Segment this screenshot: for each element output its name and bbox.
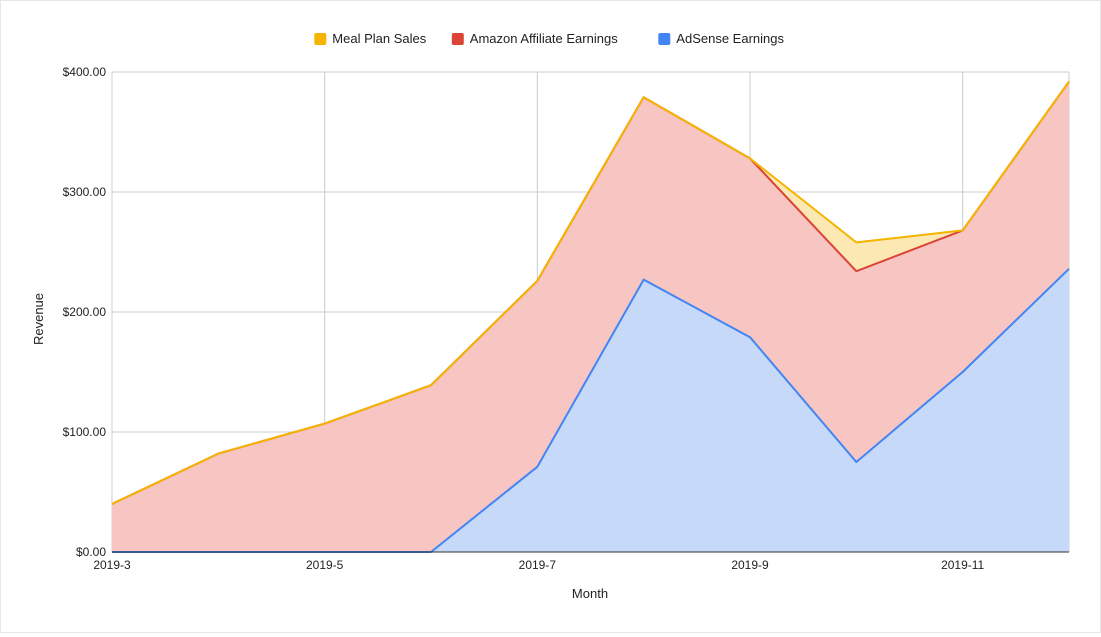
legend-item: Meal Plan Sales: [314, 31, 427, 46]
x-axis-title: Month: [572, 586, 608, 601]
x-tick-label: 2019-5: [306, 558, 344, 572]
y-tick-label: $100.00: [63, 425, 107, 439]
area-amazon-affiliate-earnings: [112, 81, 1069, 552]
y-tick-label: $400.00: [63, 65, 107, 79]
x-tick-label: 2019-7: [519, 558, 557, 572]
axis-layer: $0.00 $100.00 $200.00 $300.00 $400.00 2019-3 2…: [63, 65, 1069, 572]
y-axis-title: Revenue: [31, 293, 46, 345]
area-layer: [112, 81, 1069, 552]
x-tick-label: 2019-3: [93, 558, 131, 572]
x-tick-label: 2019-9: [731, 558, 769, 572]
legend-swatch: [314, 33, 327, 45]
y-tick-label: $300.00: [63, 185, 107, 199]
legend-item: Amazon Affiliate Earnings: [451, 31, 618, 46]
legend-label: Meal Plan Sales: [332, 31, 426, 46]
legend-item: AdSense Earnings: [658, 31, 784, 46]
legend: Meal Plan Sales Amazon Affiliate Earnings…: [314, 31, 784, 46]
legend-label: Amazon Affiliate Earnings: [470, 31, 618, 46]
area-adsense-earnings: [112, 268, 1069, 552]
legend-swatch: [451, 33, 464, 45]
legend-swatch: [658, 33, 671, 45]
legend-label: AdSense Earnings: [676, 31, 784, 46]
line-meal-plan-sales: [111, 81, 1070, 505]
y-tick-label: $0.00: [76, 545, 106, 559]
x-tick-label: 2019-11: [941, 558, 984, 572]
y-tick-label: $200.00: [63, 305, 107, 319]
